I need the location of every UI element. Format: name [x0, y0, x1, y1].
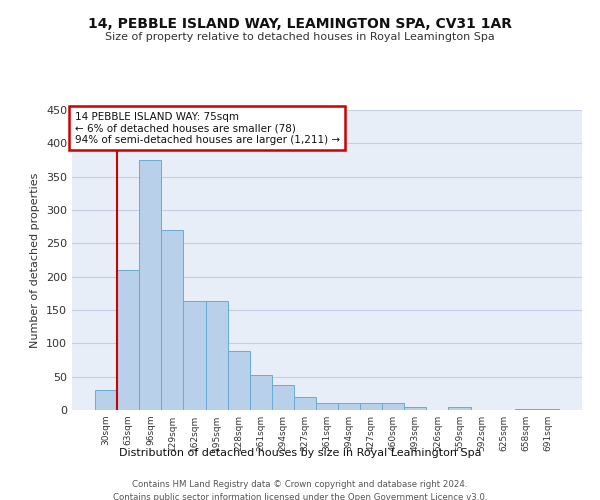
Text: 14, PEBBLE ISLAND WAY, LEAMINGTON SPA, CV31 1AR: 14, PEBBLE ISLAND WAY, LEAMINGTON SPA, C…: [88, 18, 512, 32]
Bar: [272, 384, 294, 410]
Bar: [250, 376, 272, 410]
Bar: [139, 160, 161, 410]
Bar: [404, 408, 427, 410]
Bar: [448, 406, 470, 410]
Text: Contains HM Land Registry data © Crown copyright and database right 2024.: Contains HM Land Registry data © Crown c…: [132, 480, 468, 489]
Text: Contains public sector information licensed under the Open Government Licence v3: Contains public sector information licen…: [113, 492, 487, 500]
Bar: [360, 404, 382, 410]
Bar: [117, 270, 139, 410]
Bar: [316, 404, 338, 410]
Bar: [382, 404, 404, 410]
Bar: [338, 404, 360, 410]
Bar: [95, 390, 117, 410]
Bar: [515, 408, 537, 410]
Bar: [184, 302, 206, 410]
Text: Size of property relative to detached houses in Royal Leamington Spa: Size of property relative to detached ho…: [105, 32, 495, 42]
Bar: [161, 230, 184, 410]
Text: Distribution of detached houses by size in Royal Leamington Spa: Distribution of detached houses by size …: [119, 448, 481, 458]
Bar: [206, 302, 227, 410]
Text: 14 PEBBLE ISLAND WAY: 75sqm
← 6% of detached houses are smaller (78)
94% of semi: 14 PEBBLE ISLAND WAY: 75sqm ← 6% of deta…: [74, 112, 340, 144]
Bar: [294, 396, 316, 410]
Bar: [227, 352, 250, 410]
Bar: [537, 408, 559, 410]
Y-axis label: Number of detached properties: Number of detached properties: [31, 172, 40, 348]
